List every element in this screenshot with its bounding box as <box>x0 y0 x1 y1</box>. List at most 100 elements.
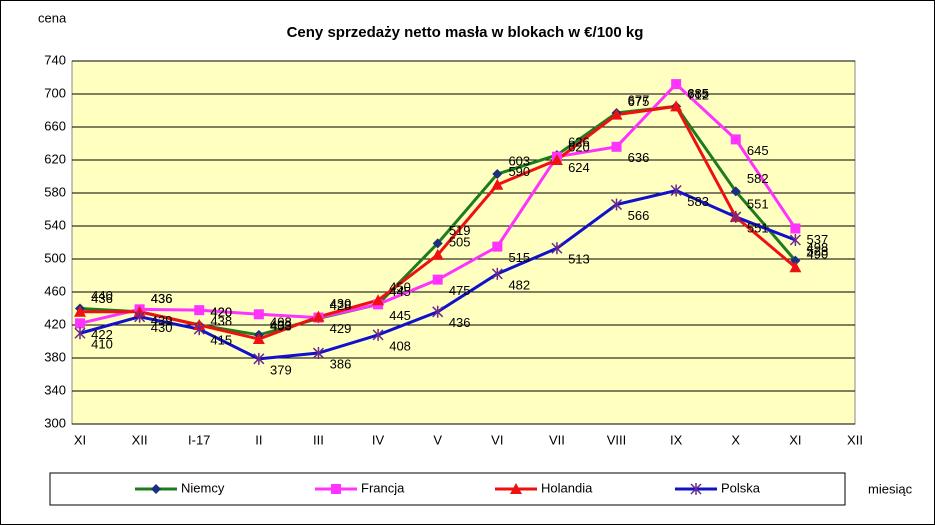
data-label: 566 <box>628 208 650 223</box>
point <box>492 169 503 180</box>
y-tick-label: 340 <box>44 382 66 397</box>
data-label: 436 <box>151 291 173 306</box>
y-tick-label: 660 <box>44 118 66 133</box>
x-tick-label: VIII <box>607 432 627 447</box>
point <box>372 294 385 306</box>
y-axis-label: cena <box>38 10 67 25</box>
point <box>551 242 563 255</box>
chart-title: Ceny sprzedaży netto masła w blokach w €… <box>287 24 644 41</box>
data-label: 498 <box>807 240 829 255</box>
data-label: 626 <box>568 134 590 149</box>
y-tick-label: 300 <box>44 415 66 430</box>
point <box>610 108 623 120</box>
data-label: 482 <box>508 277 530 292</box>
data-label: 505 <box>449 234 471 249</box>
x-tick-label: IX <box>670 432 683 447</box>
data-label: 685 <box>687 86 709 101</box>
data-label: 422 <box>91 327 113 342</box>
legend-label: Holandia <box>541 480 593 495</box>
y-tick-label: 540 <box>44 217 66 232</box>
point <box>74 305 86 317</box>
point <box>432 305 444 318</box>
data-label: 677 <box>628 92 650 107</box>
data-label: 436 <box>449 315 471 330</box>
data-label: 590 <box>508 164 530 179</box>
data-label: 430 <box>151 320 173 335</box>
data-label: 408 <box>270 314 292 329</box>
y-tick-label: 380 <box>44 349 66 364</box>
point <box>790 255 801 266</box>
x-tick-label: III <box>313 432 324 447</box>
x-tick-label: VI <box>491 432 503 447</box>
point <box>491 178 504 190</box>
data-label: 436 <box>151 291 173 306</box>
x-tick-label: XII <box>132 432 148 447</box>
data-label: 685 <box>687 86 709 101</box>
legend-marker <box>151 484 161 494</box>
point <box>730 134 741 145</box>
x-tick-label: I-17 <box>188 432 210 447</box>
data-label: 583 <box>687 194 709 209</box>
point <box>730 186 741 197</box>
point <box>431 248 444 260</box>
x-tick-label: V <box>433 432 442 447</box>
data-label: 519 <box>449 223 471 238</box>
data-label: 523 <box>807 243 829 258</box>
y-tick-label: 500 <box>44 250 66 265</box>
x-tick-label: VII <box>549 432 565 447</box>
data-label: 645 <box>747 143 769 158</box>
data-label: 440 <box>91 288 113 303</box>
legend-label: Polska <box>721 480 761 495</box>
data-label: 450 <box>389 280 411 295</box>
point <box>372 328 384 341</box>
x-tick-label: II <box>255 432 262 447</box>
y-tick-label: 740 <box>44 52 66 67</box>
x-tick-label: XI <box>789 432 801 447</box>
y-tick-label: 620 <box>44 151 66 166</box>
legend-marker <box>510 483 522 494</box>
data-label: 420 <box>210 304 232 319</box>
point <box>670 184 682 197</box>
point <box>312 310 325 322</box>
point <box>253 352 265 365</box>
y-tick-label: 420 <box>44 316 66 331</box>
data-label: 475 <box>449 283 471 298</box>
data-label: 379 <box>270 362 292 377</box>
legend-label: Niemcy <box>181 480 225 495</box>
point <box>194 305 205 316</box>
data-label: 415 <box>210 333 232 348</box>
data-label: 551 <box>747 220 769 235</box>
data-label: 428 <box>330 298 352 313</box>
data-label: 439 <box>151 313 173 328</box>
point <box>253 309 264 320</box>
data-label: 582 <box>747 171 769 186</box>
data-label: 513 <box>568 252 590 267</box>
point <box>134 310 146 323</box>
data-label: 436 <box>91 291 113 306</box>
point <box>611 141 622 152</box>
legend-label: Francja <box>361 480 405 495</box>
y-tick-label: 460 <box>44 283 66 298</box>
point <box>74 327 86 340</box>
point <box>671 79 682 90</box>
data-label: 430 <box>330 296 352 311</box>
point <box>312 347 324 360</box>
data-label: 386 <box>330 356 352 371</box>
data-label: 433 <box>270 318 292 333</box>
point <box>432 238 443 249</box>
data-label: 603 <box>508 153 530 168</box>
point <box>789 234 801 247</box>
legend-marker <box>331 484 341 494</box>
y-tick-label: 580 <box>44 184 66 199</box>
point <box>730 210 742 223</box>
point <box>75 318 85 329</box>
data-label: 429 <box>330 321 352 336</box>
plot-area <box>71 60 856 425</box>
point <box>252 333 265 345</box>
data-label: 620 <box>568 139 590 154</box>
data-label: 403 <box>270 318 292 333</box>
data-label: 537 <box>807 232 829 247</box>
data-label: 445 <box>389 308 411 323</box>
data-label: 712 <box>687 88 709 103</box>
